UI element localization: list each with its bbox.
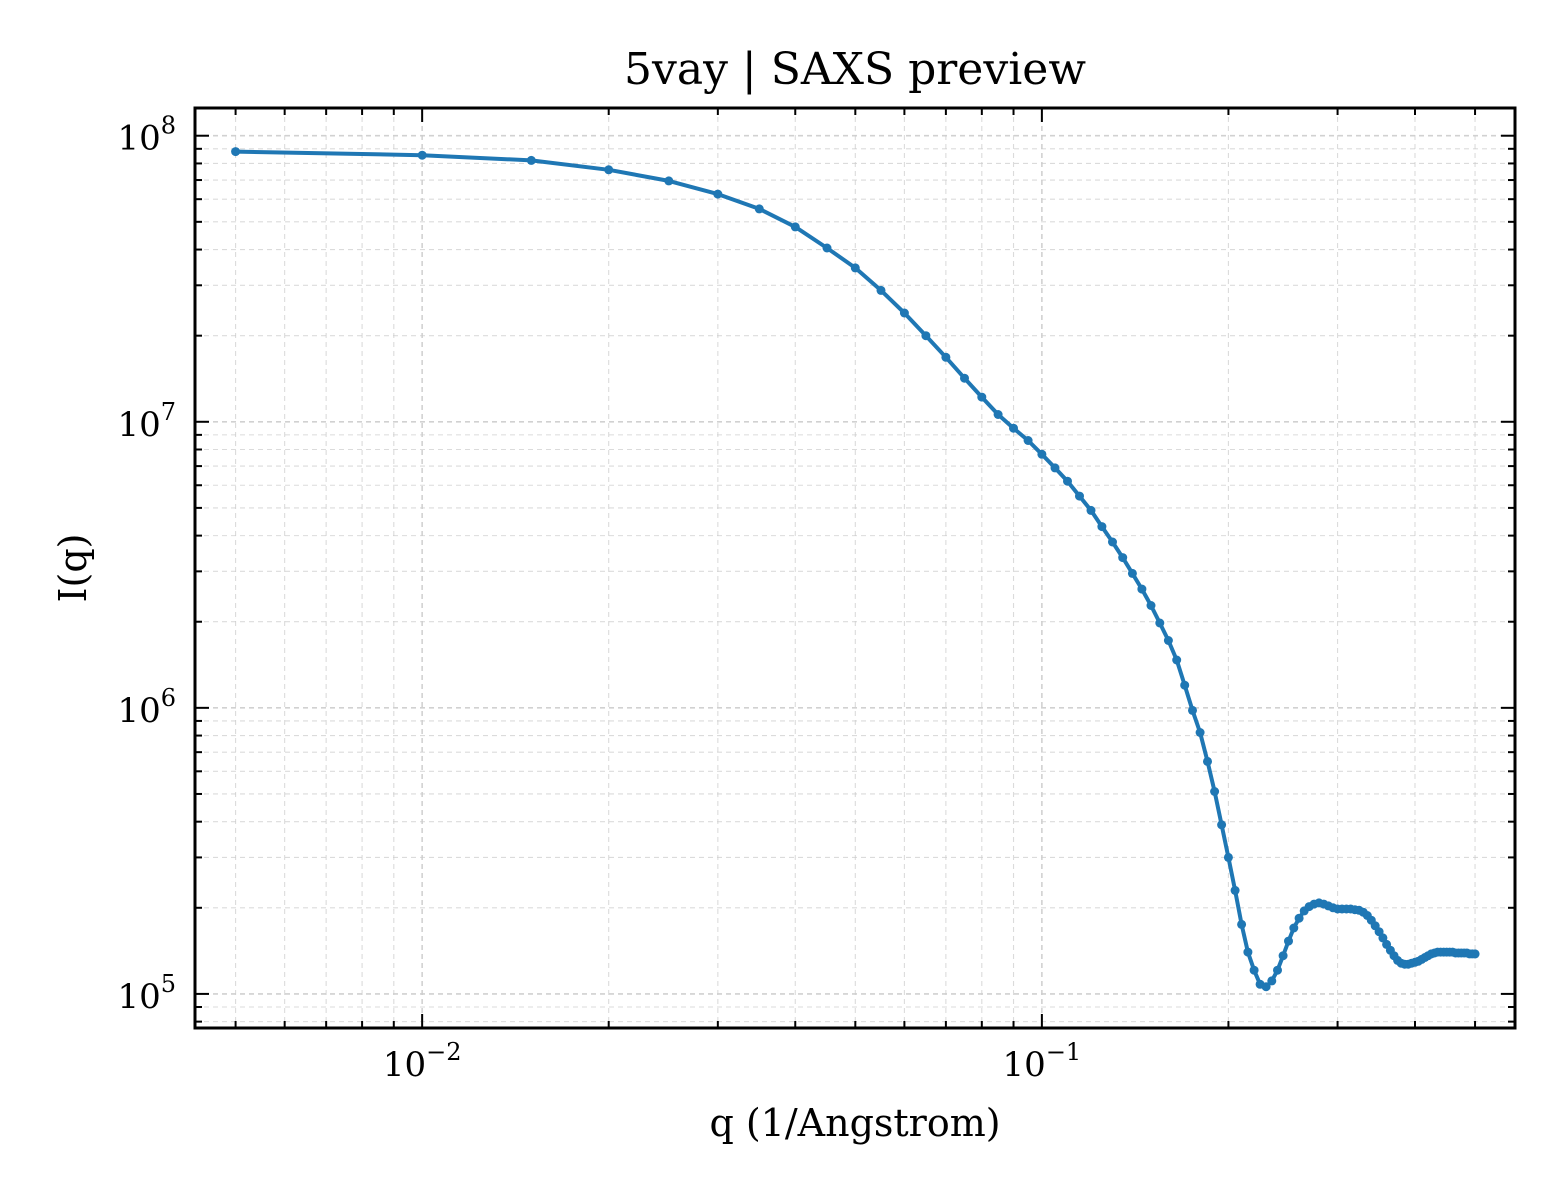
- data-point: [921, 331, 931, 341]
- data-point: [1278, 951, 1288, 961]
- data-point: [1294, 913, 1304, 923]
- data-point: [1261, 982, 1271, 992]
- data-point: [713, 189, 723, 199]
- grid-major: [195, 108, 1515, 1028]
- series-layer: [231, 147, 1480, 992]
- data-point: [1108, 537, 1117, 547]
- data-point: [1230, 885, 1240, 895]
- y-tick-label: 108: [117, 112, 176, 159]
- data-point: [1172, 655, 1182, 665]
- data-point: [1063, 476, 1072, 486]
- data-point: [1470, 949, 1480, 959]
- x-axis-label: q (1/Angstrom): [709, 1101, 1000, 1145]
- data-point: [1289, 923, 1299, 933]
- data-point: [1180, 680, 1190, 690]
- data-point: [1203, 756, 1212, 766]
- y-tick-label: 105: [117, 970, 176, 1017]
- data-point: [604, 165, 614, 175]
- data-point: [1009, 423, 1018, 433]
- data-point: [1249, 965, 1259, 975]
- data-point: [1267, 976, 1277, 986]
- data-point: [1075, 491, 1084, 501]
- data-point: [1050, 463, 1060, 473]
- data-point: [1223, 852, 1233, 862]
- data-point: [1118, 553, 1128, 563]
- data-point: [1284, 936, 1293, 946]
- data-point: [1210, 787, 1220, 796]
- data-point: [1127, 568, 1137, 578]
- data-point: [664, 176, 674, 186]
- y-tick-label: 106: [117, 684, 176, 731]
- chart-title: 5vay | SAXS preview: [624, 44, 1086, 95]
- data-point: [790, 222, 800, 232]
- data-point: [526, 155, 536, 165]
- x-tick-label: 10−2: [383, 1038, 462, 1085]
- data-point: [1188, 705, 1197, 715]
- data-point: [1163, 636, 1173, 645]
- x-tick-label: 10−1: [1003, 1038, 1082, 1085]
- data-point: [231, 147, 241, 157]
- data-point: [1195, 728, 1205, 737]
- data-point: [1086, 505, 1096, 515]
- data-point: [822, 243, 832, 253]
- data-point: [417, 150, 427, 160]
- data-point: [1217, 820, 1227, 830]
- data-point: [1097, 522, 1107, 532]
- data-point: [1155, 618, 1165, 628]
- data-point: [941, 352, 951, 362]
- data-point: [1037, 449, 1047, 459]
- data-point: [754, 204, 764, 214]
- data-point: [1023, 436, 1033, 445]
- data-point: [850, 263, 860, 273]
- data-point: [977, 392, 987, 402]
- data-point: [1237, 919, 1247, 929]
- data-point: [1146, 601, 1156, 610]
- y-tick-label: 107: [117, 398, 176, 445]
- grid-minor: [195, 108, 1515, 1028]
- data-point: [876, 285, 886, 295]
- data-point: [960, 373, 969, 383]
- axis-ticks: [195, 108, 1515, 1028]
- data-point: [899, 308, 909, 318]
- y-axis-label: I(q): [51, 534, 95, 603]
- data-point: [1273, 965, 1282, 975]
- data-point: [1137, 584, 1147, 594]
- data-point: [993, 410, 1003, 419]
- data-point: [1243, 947, 1253, 957]
